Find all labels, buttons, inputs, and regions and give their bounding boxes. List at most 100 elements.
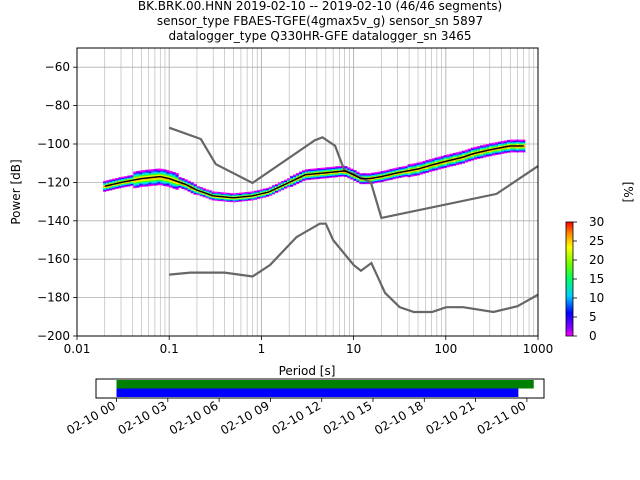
- density-cell: [341, 173, 345, 175]
- density-cell: [103, 184, 107, 187]
- density-cell: [440, 156, 444, 159]
- density-cell: [422, 167, 426, 169]
- colorbar-tick-label: 0: [589, 329, 597, 343]
- density-cell: [154, 184, 158, 186]
- density-cell: [175, 177, 179, 180]
- density-cell: [223, 193, 227, 195]
- density-cell: [504, 151, 508, 154]
- density-cell: [485, 144, 490, 147]
- density-cell: [470, 148, 475, 150]
- density-cell: [498, 146, 502, 148]
- density-cell: [362, 174, 366, 176]
- density-cell: [425, 169, 429, 171]
- density-cell: [431, 168, 435, 171]
- density-cell: [380, 172, 384, 175]
- density-cell: [124, 178, 128, 180]
- density-cell: [461, 161, 466, 163]
- density-cell: [392, 175, 396, 178]
- density-cell: [184, 187, 188, 190]
- density-cell: [317, 174, 321, 177]
- density-cell: [374, 179, 378, 182]
- density-cell: [371, 174, 375, 176]
- colorbar-gradient: [565, 221, 574, 337]
- density-cell: [253, 192, 258, 195]
- density-cell: [482, 147, 487, 149]
- density-cell: [392, 170, 396, 172]
- density-cell: [455, 159, 460, 162]
- density-cell: [473, 147, 478, 150]
- density-cell: [184, 185, 188, 188]
- density-cell: [329, 166, 333, 169]
- density-cell: [305, 177, 309, 180]
- density-cell: [371, 179, 375, 181]
- density-cell: [504, 145, 508, 147]
- density-cell: [308, 172, 312, 175]
- density-cell: [485, 147, 490, 150]
- density-cell: [154, 168, 158, 171]
- density-cell: [416, 174, 420, 176]
- density-cell: [293, 178, 297, 180]
- density-cell: [145, 173, 149, 175]
- density-cell: [374, 180, 378, 183]
- density-cell: [136, 180, 140, 182]
- density-cell: [238, 198, 242, 200]
- density-cell: [136, 175, 140, 178]
- density-cell: [452, 153, 456, 156]
- density-cell: [443, 166, 447, 168]
- density-cell: [229, 193, 233, 195]
- density-cell: [326, 169, 330, 171]
- density-cell: [434, 167, 438, 169]
- density-cell: [280, 183, 285, 186]
- density-cell: [350, 168, 354, 170]
- density-cell: [223, 198, 227, 200]
- density-cell: [389, 174, 393, 177]
- density-cell: [365, 177, 369, 179]
- density-cell: [250, 198, 255, 200]
- density-cell: [121, 179, 125, 181]
- density-cell: [470, 155, 475, 157]
- density-cell: [314, 169, 318, 171]
- density-cell: [311, 174, 315, 176]
- density-cell: [305, 169, 309, 171]
- density-cell: [341, 172, 345, 174]
- density-cell: [277, 183, 282, 185]
- density-cell: [440, 167, 444, 169]
- density-cell: [513, 141, 517, 143]
- density-cell: [259, 195, 264, 198]
- density-cell: [482, 151, 487, 153]
- density-cell: [106, 183, 110, 185]
- density-cell: [380, 178, 384, 181]
- density-cell: [211, 198, 215, 200]
- density-cell: [452, 164, 456, 166]
- density-cell: [507, 139, 511, 142]
- density-cell: [305, 173, 309, 175]
- density-cell: [401, 170, 405, 172]
- density-cell: [250, 193, 255, 195]
- density-cell: [299, 172, 303, 174]
- density-cell: [335, 170, 339, 172]
- density-cell: [380, 176, 384, 179]
- density-cell: [202, 194, 206, 197]
- density-cell: [491, 152, 496, 154]
- density-cell: [127, 181, 131, 183]
- density-cell: [241, 194, 246, 196]
- density-cell: [160, 184, 164, 186]
- density-cell: [371, 178, 375, 180]
- density-cell: [507, 146, 511, 148]
- density-cell: [178, 183, 182, 186]
- density-cell: [157, 174, 161, 176]
- density-cell: [163, 178, 167, 180]
- density-cell: [205, 196, 209, 198]
- density-cell: [449, 154, 453, 156]
- density-cell: [290, 175, 294, 178]
- density-cell: [196, 186, 200, 188]
- density-cell: [136, 184, 140, 186]
- density-cell: [290, 177, 294, 180]
- density-cell: [323, 171, 327, 173]
- density-cell: [470, 158, 475, 160]
- density-cell: [166, 173, 170, 176]
- density-cell: [377, 177, 381, 179]
